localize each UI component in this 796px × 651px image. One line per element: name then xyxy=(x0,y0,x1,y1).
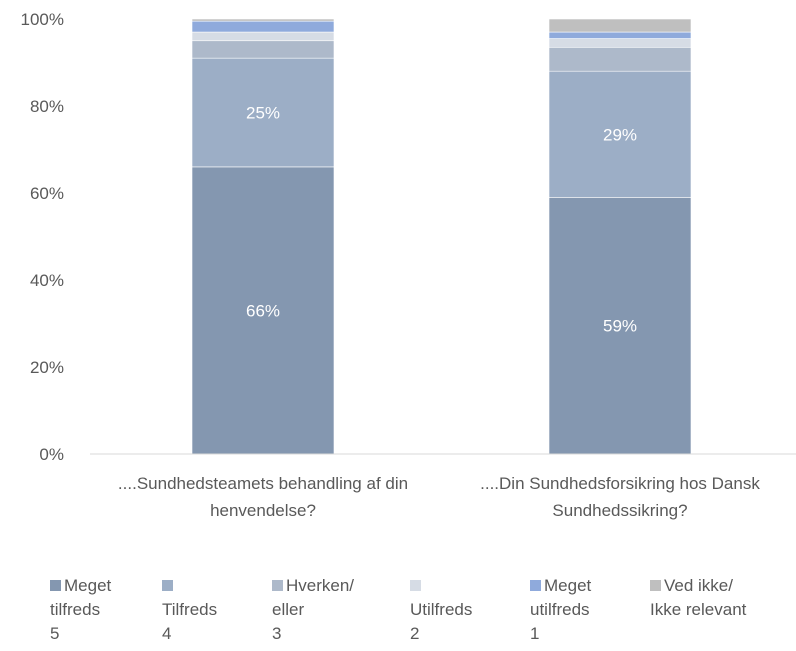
legend-label: 1 xyxy=(530,624,540,643)
bar-segment xyxy=(548,70,692,198)
legend: Meget tilfreds 5 Tilfreds 4 Hverken/eller 3 U… xyxy=(50,574,796,651)
legend-label: 5 xyxy=(50,624,60,643)
bar-segment xyxy=(191,31,335,42)
legend-swatch xyxy=(272,580,283,591)
legend-item: Hverken/eller 3 xyxy=(272,574,354,646)
bar-segment xyxy=(191,57,335,168)
legend-label: Ved ikke/ xyxy=(664,576,733,595)
legend-swatch xyxy=(410,580,421,591)
legend-swatch xyxy=(650,580,661,591)
bar-segment xyxy=(548,31,692,39)
legend-swatch xyxy=(530,580,541,591)
legend-label: eller xyxy=(272,600,305,619)
legend-label xyxy=(650,624,655,643)
legend-label: 2 xyxy=(410,624,420,643)
bar-segment xyxy=(191,18,335,22)
category-label: henvendelse? xyxy=(210,501,316,520)
category-labels: ....Sundhedsteamets behandling af din hen… xyxy=(118,474,760,520)
category-label: ....Sundhedsteamets behandling af din xyxy=(118,474,408,493)
data-label: 59% xyxy=(603,317,637,336)
legend-item: Ved ikke/Ikke relevant xyxy=(650,574,746,646)
legend-label: Meget xyxy=(64,576,112,595)
legend-label: Tilfreds xyxy=(162,600,218,619)
legend-label: Hverken/ xyxy=(286,576,355,595)
legend-item: Utilfreds 2 xyxy=(410,574,472,646)
bar-segment xyxy=(548,38,692,48)
bar-segment xyxy=(191,166,335,455)
legend-label xyxy=(424,576,429,595)
bars xyxy=(191,18,692,455)
legend-item: Meget tilfreds 5 xyxy=(50,574,111,646)
category-label: Sundhedssikring? xyxy=(552,501,687,520)
data-label: 66% xyxy=(246,301,280,320)
y-axis: 0% 20% 40% 60% 80% 100% xyxy=(21,10,64,464)
legend-item: Tilfreds 4 xyxy=(162,574,217,646)
y-tick-label: 40% xyxy=(30,271,64,290)
stacked-bar-chart: 0% 20% 40% 60% 80% 100% 66% 25% 59% 29% ....Sund… xyxy=(21,10,796,520)
data-labels: 66% 25% 59% 29% xyxy=(246,104,637,336)
legend-item: Meget utilfreds 1 xyxy=(530,574,591,646)
legend-label: utilfreds xyxy=(530,600,590,619)
y-tick-label: 80% xyxy=(30,97,64,116)
data-label: 29% xyxy=(603,125,637,144)
y-tick-label: 0% xyxy=(39,445,64,464)
legend-label xyxy=(176,576,181,595)
data-label: 25% xyxy=(246,104,280,123)
bar-segment xyxy=(548,46,692,72)
legend-label: Meget xyxy=(544,576,592,595)
category-label: ....Din Sundhedsforsikring hos Dansk xyxy=(480,474,760,493)
legend-swatch xyxy=(162,580,173,591)
legend-label: tilfreds xyxy=(50,600,101,619)
y-tick-label: 20% xyxy=(30,358,64,377)
legend-label: Utilfreds xyxy=(410,600,473,619)
legend-swatch xyxy=(50,580,61,591)
legend-label: 3 xyxy=(272,624,282,643)
y-tick-label: 100% xyxy=(21,10,64,29)
bar-segment xyxy=(191,20,335,33)
bar-segment xyxy=(191,40,335,59)
legend-label: Ikke relevant xyxy=(650,600,747,619)
bar-segment xyxy=(548,18,692,33)
y-tick-label: 60% xyxy=(30,184,64,203)
legend-label: 4 xyxy=(162,624,172,643)
